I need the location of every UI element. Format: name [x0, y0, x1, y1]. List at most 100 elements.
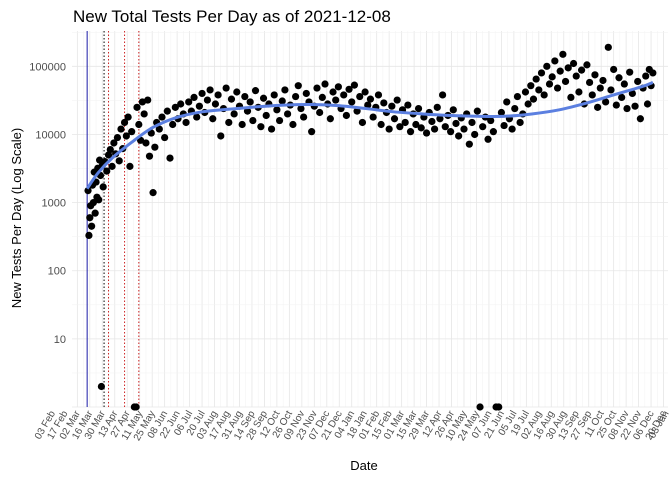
- y-tick-label: 100000: [29, 61, 66, 73]
- data-point: [283, 110, 292, 118]
- data-point: [396, 123, 404, 131]
- data-point: [447, 128, 455, 136]
- data-point: [267, 125, 276, 133]
- data-point: [326, 115, 334, 123]
- data-point: [441, 123, 449, 131]
- data-point: [380, 99, 388, 107]
- data-point: [297, 104, 305, 113]
- data-point: [543, 62, 551, 70]
- data-point: [577, 66, 586, 74]
- data-point: [99, 183, 107, 191]
- data-point: [122, 132, 130, 140]
- data-point: [390, 115, 399, 123]
- data-point: [358, 118, 367, 127]
- data-point: [636, 115, 644, 123]
- data-point: [412, 120, 420, 129]
- data-point: [631, 102, 639, 110]
- data-point: [169, 120, 177, 129]
- data-point: [524, 100, 532, 108]
- data-point: [87, 222, 96, 230]
- data-point: [545, 80, 554, 88]
- data-point: [353, 107, 361, 115]
- y-axis-label: New Tests Per Day (Log Scale): [9, 128, 24, 308]
- data-point: [406, 128, 415, 136]
- data-point: [86, 214, 94, 222]
- data-point: [649, 69, 657, 77]
- data-point: [144, 96, 152, 104]
- data-point: [233, 88, 241, 96]
- data-point: [294, 82, 302, 90]
- data-point: [108, 162, 116, 170]
- data-point: [115, 157, 123, 165]
- data-point: [126, 162, 134, 170]
- data-point: [602, 98, 610, 106]
- data-point: [145, 152, 154, 160]
- data-point: [643, 100, 652, 108]
- data-point: [120, 118, 129, 127]
- data-point: [209, 115, 217, 123]
- data-point: [495, 403, 503, 411]
- data-point: [479, 123, 487, 131]
- data-point: [140, 110, 148, 118]
- data-point: [366, 95, 375, 103]
- data-point: [249, 116, 257, 125]
- data-point: [503, 98, 511, 106]
- data-point: [345, 85, 353, 93]
- data-point: [460, 125, 468, 133]
- data-point: [190, 93, 198, 101]
- data-point: [289, 120, 297, 129]
- data-point: [436, 115, 444, 123]
- data-point: [342, 111, 350, 120]
- data-point: [623, 104, 631, 113]
- data-point: [356, 92, 364, 101]
- data-point: [259, 94, 268, 102]
- data-point: [217, 132, 225, 140]
- data-point: [497, 108, 506, 117]
- data-point: [618, 93, 626, 101]
- data-point: [583, 61, 591, 69]
- data-point: [433, 103, 441, 111]
- data-point: [532, 75, 540, 83]
- data-point: [628, 89, 636, 98]
- data-point: [513, 92, 522, 101]
- data-point: [508, 125, 516, 133]
- data-point: [500, 121, 508, 130]
- data-point: [270, 91, 278, 99]
- x-axis-label: Date: [350, 458, 377, 473]
- data-point: [292, 92, 300, 101]
- data-point: [572, 72, 580, 80]
- data-point: [527, 82, 535, 90]
- data-point: [620, 80, 628, 88]
- data-point: [321, 80, 329, 88]
- data-point: [257, 123, 265, 131]
- data-point: [596, 84, 604, 92]
- data-point: [211, 100, 220, 108]
- data-point: [316, 108, 324, 117]
- data-point: [476, 403, 484, 411]
- data-point: [113, 133, 122, 142]
- data-point: [198, 89, 206, 98]
- data-point: [529, 95, 538, 103]
- data-point: [225, 118, 233, 127]
- data-point: [535, 86, 543, 94]
- data-point: [385, 125, 393, 133]
- data-point: [465, 140, 473, 148]
- data-point: [404, 101, 412, 109]
- data-point: [128, 128, 136, 136]
- data-point: [586, 78, 594, 87]
- data-point: [414, 104, 423, 113]
- data-point: [110, 139, 118, 147]
- data-point: [151, 143, 159, 151]
- data-point: [124, 113, 132, 121]
- data-point: [262, 111, 270, 120]
- data-point: [185, 98, 193, 106]
- y-tick-label: 10: [54, 334, 66, 346]
- data-point: [158, 113, 166, 121]
- data-point: [227, 95, 236, 103]
- data-point: [329, 88, 337, 96]
- data-point: [471, 130, 479, 139]
- data-point: [238, 120, 246, 129]
- data-point: [599, 76, 607, 85]
- data-point: [569, 59, 578, 68]
